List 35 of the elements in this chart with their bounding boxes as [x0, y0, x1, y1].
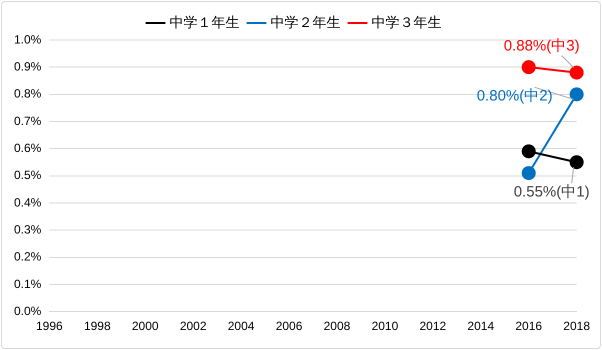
data-label: 0.88%(中3) — [504, 38, 580, 55]
x-tick-label: 2004 — [228, 319, 255, 334]
x-tick-label: 2018 — [563, 319, 590, 334]
point — [522, 60, 536, 74]
x-tick-label: 2006 — [276, 319, 303, 334]
y-tick-label: 0.0% — [14, 304, 42, 318]
point — [522, 166, 536, 180]
point — [570, 87, 584, 102]
x-tick-label: 2002 — [180, 319, 207, 334]
x-tick-label: 2010 — [372, 319, 399, 334]
x-tick-label: 2016 — [515, 319, 542, 334]
x-tick-label: 1998 — [84, 319, 111, 334]
y-tick-label: 0.6% — [14, 140, 42, 155]
legend-label: 中学２年生 — [270, 14, 340, 30]
y-tick-label: 0.8% — [14, 86, 42, 101]
y-tick-label: 0.2% — [14, 250, 42, 264]
x-tick-label: 2008 — [324, 319, 351, 334]
data-label: 0.55%(中1) — [514, 183, 590, 200]
y-tick-label: 0.1% — [14, 276, 42, 291]
x-tick-label: 2014 — [467, 319, 494, 334]
y-tick-label: 1.0% — [14, 32, 42, 46]
data-label: 0.80%(中2) — [476, 87, 553, 104]
y-tick-label: 0.9% — [14, 59, 42, 74]
point — [522, 144, 536, 158]
y-tick-label: 0.4% — [14, 195, 42, 210]
legend-label: 中学１年生 — [170, 14, 240, 30]
x-tick-label: 1996 — [36, 319, 64, 334]
x-tick-label: 2000 — [132, 319, 159, 334]
legend-label: 中学３年生 — [372, 14, 442, 30]
y-tick-label: 0.5% — [14, 168, 42, 182]
point — [570, 66, 584, 80]
y-tick-label: 0.7% — [14, 114, 42, 128]
y-tick-label: 0.3% — [14, 222, 42, 236]
point — [570, 155, 584, 170]
x-tick-label: 2012 — [419, 319, 447, 334]
